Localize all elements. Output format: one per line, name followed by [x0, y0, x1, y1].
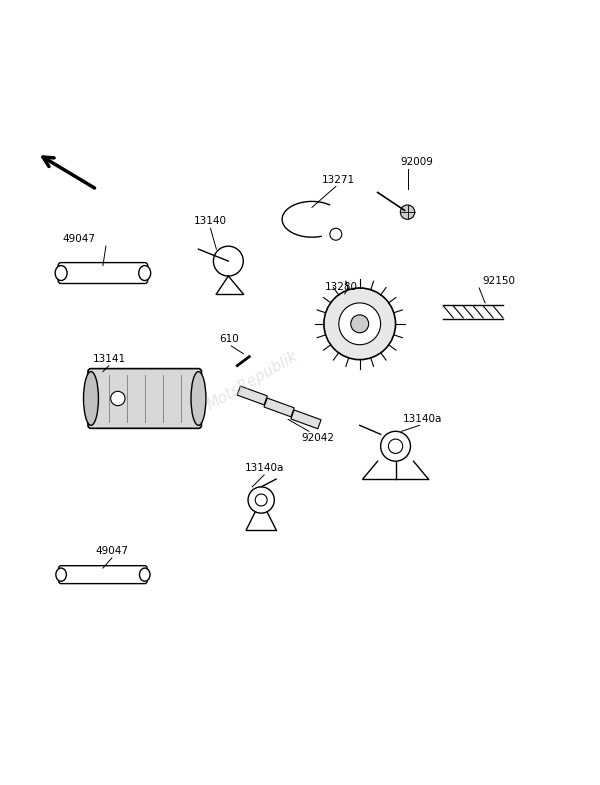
- Bar: [264, 398, 294, 417]
- Text: 13140a: 13140a: [403, 414, 442, 424]
- Ellipse shape: [55, 265, 67, 280]
- Circle shape: [255, 494, 267, 506]
- Bar: [291, 410, 321, 429]
- Text: MotsRepublik: MotsRepublik: [204, 349, 301, 413]
- Circle shape: [388, 439, 403, 454]
- FancyBboxPatch shape: [88, 369, 202, 429]
- Circle shape: [214, 246, 243, 276]
- Text: 13280: 13280: [325, 282, 358, 292]
- Text: 92009: 92009: [400, 157, 433, 166]
- Bar: [237, 386, 268, 405]
- Text: 13140a: 13140a: [244, 463, 284, 473]
- FancyBboxPatch shape: [59, 566, 147, 583]
- Text: 49047: 49047: [62, 235, 95, 244]
- Circle shape: [400, 205, 415, 219]
- Ellipse shape: [191, 371, 206, 425]
- Circle shape: [330, 228, 342, 240]
- Ellipse shape: [83, 371, 98, 425]
- Circle shape: [324, 288, 395, 360]
- Text: 13271: 13271: [322, 175, 355, 184]
- Text: 13140: 13140: [194, 217, 227, 226]
- Text: 49047: 49047: [95, 546, 128, 556]
- Text: 13141: 13141: [92, 354, 125, 363]
- Circle shape: [110, 391, 125, 406]
- FancyBboxPatch shape: [58, 263, 148, 283]
- Circle shape: [248, 487, 274, 513]
- Text: 92150: 92150: [482, 276, 515, 287]
- Circle shape: [351, 315, 368, 333]
- Ellipse shape: [139, 265, 151, 280]
- Ellipse shape: [139, 568, 150, 581]
- Ellipse shape: [56, 568, 67, 581]
- Text: 92042: 92042: [301, 433, 334, 443]
- Circle shape: [339, 303, 380, 345]
- Text: 610: 610: [220, 334, 239, 344]
- Circle shape: [380, 431, 410, 461]
